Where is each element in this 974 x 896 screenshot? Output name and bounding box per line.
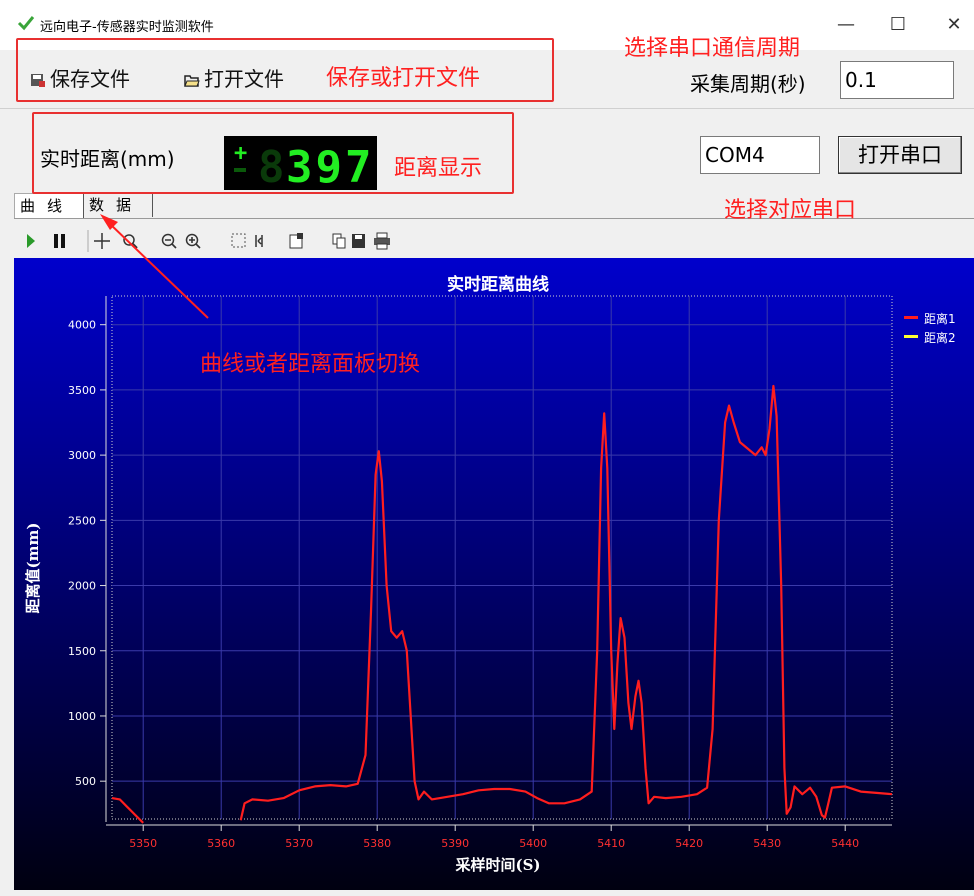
y-tick-label: 3000 [68,449,96,462]
x-tick-label: 5370 [285,837,313,850]
copy-icon[interactable] [332,233,346,249]
led-minus-off [234,168,246,172]
open-file-button[interactable]: 打开文件 [184,63,284,92]
period-input[interactable]: 0.1 [840,61,954,99]
play-icon[interactable] [27,234,35,248]
open-file-label: 打开文件 [204,67,284,91]
y-tick-label: 3500 [68,384,96,397]
title-bar: 远向电子-传感器实时监测软件 — ☐ ✕ [0,0,974,50]
pan-icon[interactable] [94,233,110,249]
cursor-icon[interactable] [255,235,263,247]
chart-title: 实时距离曲线 [447,274,549,295]
open-port-button[interactable]: 打开串口 [838,136,962,174]
annotation-box-distance [32,112,514,194]
print-icon[interactable] [374,232,390,250]
y-axis-ticks: 500 1000 1500 2000 2500 3000 3500 4000 [68,319,106,788]
led-digit-off: 8 [258,142,285,190]
y-tick-label: 2500 [68,514,96,527]
x-tick-label: 5430 [753,837,781,850]
com-port-input[interactable]: COM4 [700,136,820,174]
annotation-period: 选择串口通信周期 [624,36,801,61]
y-tick-label: 1000 [68,710,96,723]
x-axis-label: 采样时间(S) [454,856,540,874]
maximize-button[interactable]: ☐ [889,14,907,35]
tab-divider [14,218,974,219]
series-line-1 [239,384,893,821]
x-axis-ticks: 5350 5360 5370 5380 5390 5400 5410 5420 5430 5440 [129,825,859,850]
x-tick-label: 5350 [129,837,157,850]
x-tick-label: 5390 [441,837,469,850]
x-tick-label: 5420 [675,837,703,850]
folder-open-icon [184,75,200,87]
legend-swatch-1 [904,316,918,319]
y-tick-label: 1500 [68,645,96,658]
x-tick-label: 5380 [363,837,391,850]
x-tick-label: 5360 [207,837,235,850]
y-tick-label: 2000 [68,580,96,593]
annotation-tab-switch: 曲线或者距离面板切换 [200,352,421,377]
annotation-distance: 距离显示 [394,156,483,181]
properties-icon[interactable] [289,233,303,249]
y-tick-label: 4000 [68,319,96,332]
legend-swatch-2 [904,335,918,338]
chart-panel: 实时距离曲线 500 1000 1500 2000 2500 3000 3500 4000 5… [14,258,974,890]
annotation-box-file [16,38,554,102]
save-file-button[interactable]: 保存文件 [30,63,130,92]
annotation-port: 选择对应串口 [724,198,857,223]
select-region-icon[interactable] [231,233,246,248]
y-tick-label: 500 [75,775,96,788]
led-value: 397 [286,142,374,190]
legend-label-2: 距离2 [924,330,956,345]
window-title: 远向电子-传感器实时监测软件 [40,20,214,35]
distance-led-display: + 8 397 [224,136,377,193]
annotation-save-open: 保存或打开文件 [326,66,481,91]
y-axis-label: 距离值(mm) [24,523,42,614]
series-line-1 [111,797,144,824]
x-tick-label: 5400 [519,837,547,850]
zoom-out-icon[interactable] [161,233,177,249]
checkmark-app-icon [17,16,35,31]
close-button[interactable]: ✕ [946,14,962,35]
x-tick-label: 5410 [597,837,625,850]
tab-data[interactable]: 数据 [84,193,153,217]
distance-chart: 实时距离曲线 500 1000 1500 2000 2500 3000 3500 4000 5… [14,258,974,890]
plot-frame [111,295,893,820]
distance-label: 实时距离(mm) [40,147,175,171]
zoom-fit-icon[interactable] [123,234,138,249]
chart-grid [105,295,893,826]
pause-icon[interactable] [54,234,65,248]
period-label: 采集周期(秒) [690,72,806,96]
led-sign: + [234,141,247,166]
chart-series [111,384,893,824]
led-digits: + 8 397 [234,141,374,193]
divider [0,108,974,109]
zoom-in-icon[interactable] [185,233,201,249]
x-tick-label: 5440 [831,837,859,850]
save-icon [31,74,45,87]
chart-background [14,258,974,890]
save-image-icon[interactable] [352,234,365,248]
legend-label-1: 距离1 [924,311,956,326]
save-file-label: 保存文件 [50,67,130,91]
tab-curve[interactable]: 曲线 [14,193,84,218]
minimize-button[interactable]: — [837,14,855,35]
plot-toolbar [27,230,390,252]
